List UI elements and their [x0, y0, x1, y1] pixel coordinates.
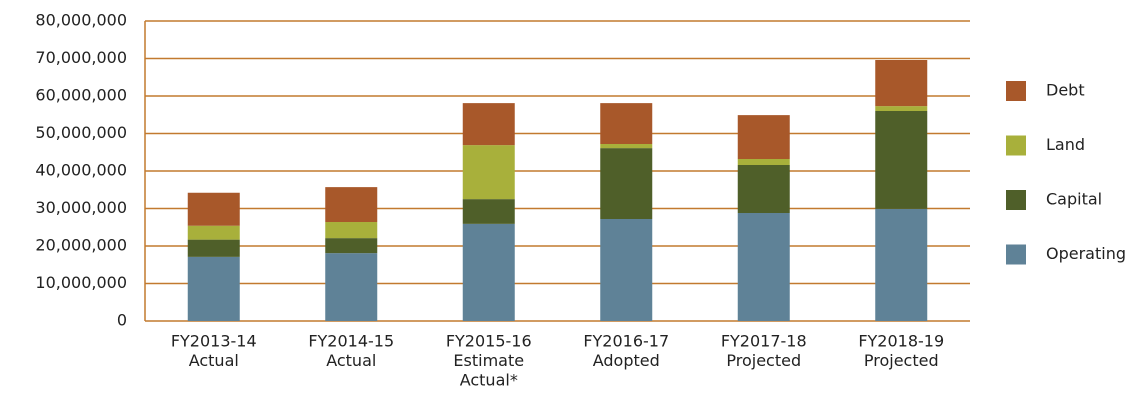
- bar-segment: [737, 159, 790, 165]
- legend-swatch: [1006, 244, 1026, 265]
- bar-segment: [600, 219, 653, 321]
- bar-segment: [875, 208, 928, 321]
- x-tick-label: Actual*: [460, 371, 518, 390]
- bar-segment: [187, 256, 240, 321]
- bar-segment: [600, 148, 653, 219]
- x-tick-label: FY2018-19: [858, 332, 944, 351]
- legend-label: Operating: [1046, 244, 1126, 263]
- y-tick-label: 30,000,000: [35, 198, 127, 217]
- x-tick-label: FY2017-18: [721, 332, 807, 351]
- x-tick-label: FY2014-15: [308, 332, 394, 351]
- legend-swatch: [1006, 81, 1026, 101]
- bar-segment: [187, 225, 240, 240]
- bar-segment: [325, 222, 378, 239]
- x-tick-label: FY2016-17: [583, 332, 669, 351]
- legend-label: Capital: [1046, 190, 1102, 209]
- y-tick-label: 40,000,000: [35, 161, 127, 180]
- bar-segment: [462, 103, 515, 146]
- bar-segment: [875, 60, 928, 107]
- y-tick-label: 50,000,000: [35, 123, 127, 142]
- bar-segment: [325, 253, 378, 321]
- x-tick-label: Projected: [864, 351, 939, 370]
- legend-label: Debt: [1046, 81, 1085, 100]
- y-tick-label: 60,000,000: [35, 86, 127, 105]
- bar-segment: [462, 223, 515, 321]
- bar-segment: [737, 213, 790, 321]
- bar-segment: [187, 239, 240, 257]
- y-tick-label: 10,000,000: [35, 273, 127, 292]
- x-tick-label: Actual: [326, 351, 376, 370]
- legend-swatch: [1006, 135, 1026, 156]
- y-tick-label: 70,000,000: [35, 48, 127, 67]
- legend-label: Land: [1046, 135, 1085, 154]
- bar-segment: [325, 238, 378, 254]
- bar-segment: [462, 145, 515, 200]
- x-tick-label: Projected: [726, 351, 801, 370]
- bar-segment: [737, 115, 790, 159]
- x-tick-label: FY2015-16: [446, 332, 532, 351]
- bar-segment: [737, 165, 790, 213]
- bar-segment: [600, 144, 653, 149]
- y-tick-label: 80,000,000: [35, 11, 127, 30]
- y-tick-label: 0: [117, 311, 127, 330]
- x-tick-label: Actual: [189, 351, 239, 370]
- bar-segment: [600, 103, 653, 144]
- bar-segment: [875, 106, 928, 111]
- x-tick-label: Estimate: [453, 351, 524, 370]
- x-tick-label: Adopted: [593, 351, 660, 370]
- y-tick-label: 20,000,000: [35, 236, 127, 255]
- bar-segment: [187, 192, 240, 226]
- bar-segment: [875, 111, 928, 209]
- x-tick-label: FY2013-14: [171, 332, 257, 351]
- legend-swatch: [1006, 190, 1026, 210]
- bar-segment: [325, 187, 378, 222]
- bar-segment: [462, 199, 515, 224]
